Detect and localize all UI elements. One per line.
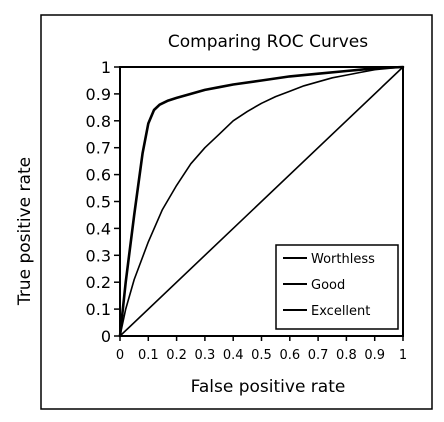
legend: Worthless Good Excellent — [275, 244, 399, 330]
x-tick-label: 0 — [116, 348, 124, 363]
y-tick-label: 0.5 — [86, 193, 111, 212]
y-tick-label: 0.6 — [86, 166, 111, 185]
y-tick-label: 1 — [101, 58, 111, 77]
x-axis-ticks: 0 0.1 0.2 0.3 0.4 0.5 0.6 0.7 0.8 0.9 1 — [116, 336, 407, 363]
series-line-excellent — [118, 65, 405, 338]
y-tick-label: 0.1 — [86, 300, 111, 319]
series-line-good — [119, 66, 404, 337]
x-tick-label: 0.7 — [308, 348, 329, 363]
chart-title: Comparing ROC Curves — [168, 32, 368, 52]
y-tick-label: 0.9 — [86, 85, 111, 104]
legend-label-excellent: Excellent — [311, 304, 370, 319]
x-tick-label: 0.5 — [251, 348, 272, 363]
x-tick-label: 0.3 — [195, 348, 216, 363]
y-tick-label: 0.7 — [86, 139, 111, 158]
x-tick-label: 0.4 — [223, 348, 244, 363]
x-tick-label: 1 — [399, 348, 407, 363]
legend-items: Worthless Good Excellent — [283, 252, 375, 319]
x-tick-label: 0.2 — [166, 348, 187, 363]
y-tick-label: 0 — [101, 327, 111, 346]
x-tick-label: 0.9 — [364, 348, 385, 363]
legend-label-good: Good — [311, 278, 345, 293]
y-tick-label: 0.4 — [86, 219, 111, 238]
x-axis-label: False positive rate — [191, 377, 346, 397]
y-axis-ticks: 0 0.1 0.2 0.3 0.4 0.5 0.6 0.7 0.8 0.9 1 — [86, 58, 120, 346]
x-tick-label: 0.8 — [336, 348, 357, 363]
y-axis-label: True positive rate — [15, 157, 35, 306]
y-tick-label: 0.2 — [86, 273, 111, 292]
plot-area — [118, 65, 405, 338]
legend-label-worthless: Worthless — [311, 252, 375, 267]
x-tick-label: 0.1 — [138, 348, 159, 363]
x-tick-label: 0.6 — [279, 348, 300, 363]
y-tick-label: 0.3 — [86, 246, 111, 265]
series-line-worthless — [119, 66, 404, 337]
y-tick-label: 0.8 — [86, 112, 111, 131]
outer-frame — [40, 14, 433, 410]
